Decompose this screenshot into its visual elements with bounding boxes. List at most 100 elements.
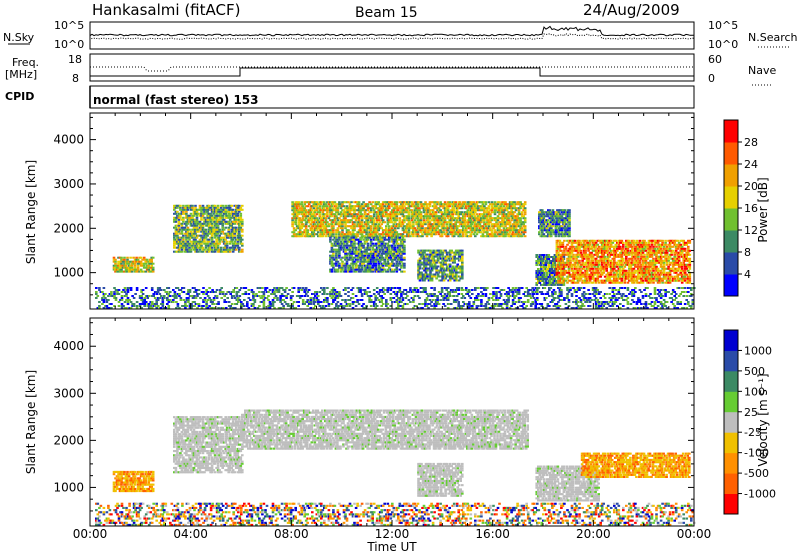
scatter-cell xyxy=(475,217,479,220)
scatter-cell xyxy=(228,248,232,251)
scatter-cell xyxy=(579,307,583,309)
scatter-cell xyxy=(388,215,391,218)
scatter-cell xyxy=(410,217,414,220)
scatter-cell xyxy=(175,307,178,309)
scatter-cell xyxy=(188,216,191,219)
scatter-cell xyxy=(611,305,615,307)
scatter-cell xyxy=(186,234,190,237)
scatter-cell xyxy=(155,291,158,293)
scatter-cell xyxy=(611,287,615,289)
scatter-cell xyxy=(409,301,412,303)
scatter-cell xyxy=(375,229,379,232)
scatter-cell xyxy=(425,305,429,307)
scatter-cell xyxy=(158,307,162,309)
scatter-cell xyxy=(126,303,130,305)
scatter-cell xyxy=(153,291,157,293)
scatter-cell xyxy=(452,219,456,222)
scatter-cell xyxy=(394,211,397,214)
scatter-cell xyxy=(486,213,489,216)
scatter-cell xyxy=(153,305,157,307)
scatter-cell xyxy=(189,248,193,251)
scatter-cell xyxy=(369,209,373,212)
scatter-cell xyxy=(487,221,491,224)
scatter-cell xyxy=(507,287,510,289)
scatter-cell xyxy=(690,293,693,295)
scatter-cell xyxy=(147,262,150,265)
scatter-cell xyxy=(433,213,436,216)
scatter-cell xyxy=(492,293,495,295)
scatter-cell xyxy=(114,266,117,269)
scatter-cell xyxy=(493,303,497,305)
scatter-cell xyxy=(195,228,199,231)
scatter-cell xyxy=(462,227,465,230)
scatter-cell xyxy=(205,305,208,307)
scatter-cell xyxy=(469,205,473,208)
scatter-cell xyxy=(344,266,347,269)
scatter-cell xyxy=(203,236,206,239)
scatter-cell xyxy=(407,207,411,210)
scatter-cell xyxy=(436,223,439,226)
scatter-cell xyxy=(231,232,235,235)
scatter-cell xyxy=(203,218,206,221)
scatter-cell xyxy=(463,211,467,214)
scatter-cell xyxy=(220,287,223,289)
scatter-cell xyxy=(294,233,297,236)
scatter-cell xyxy=(233,236,236,239)
scatter-cell xyxy=(502,303,506,305)
scatter-cell xyxy=(277,289,281,291)
scatter-cell xyxy=(295,235,299,238)
scatter-cell xyxy=(339,305,343,307)
scatter-cell xyxy=(474,229,477,232)
scatter-cell xyxy=(454,213,457,216)
scatter-cell xyxy=(235,226,238,229)
scatter-cell xyxy=(451,217,454,220)
scatter-cell xyxy=(372,256,376,259)
scatter-cell xyxy=(95,287,98,289)
scatter-cell xyxy=(104,293,107,295)
scatter-cell xyxy=(442,213,445,216)
scatter-cell xyxy=(688,287,692,289)
scatter-cell xyxy=(300,233,303,236)
scatter-cell xyxy=(300,289,303,291)
scatter-cell xyxy=(189,244,193,247)
scatter-cell xyxy=(213,204,217,207)
scatter-cell xyxy=(499,207,503,210)
scatter-cell xyxy=(424,215,427,218)
scatter-cell xyxy=(298,203,302,206)
scatter-cell xyxy=(218,236,221,239)
scatter-cell xyxy=(463,303,467,305)
scatter-cell xyxy=(354,233,358,236)
scatter-cell xyxy=(261,301,264,303)
scatter-cell xyxy=(117,268,120,271)
scatter-cell xyxy=(424,305,427,307)
scatter-cell xyxy=(315,297,319,299)
scatter-cell xyxy=(236,212,240,215)
scatter-cell xyxy=(311,217,314,220)
scatter-cell xyxy=(671,299,675,301)
scatter-cell xyxy=(363,235,367,238)
scatter-cell xyxy=(194,206,197,209)
scatter-cell xyxy=(173,250,176,253)
scatter-cell xyxy=(204,232,208,235)
scatter-cell xyxy=(433,303,436,305)
scatter-cell xyxy=(357,229,361,232)
scatter-cell xyxy=(236,214,240,217)
scatter-cell xyxy=(230,232,233,235)
scatter-cell xyxy=(344,227,347,230)
scatter-cell xyxy=(327,209,331,212)
scatter-cell xyxy=(406,201,409,204)
scatter-cell xyxy=(587,299,590,301)
scatter-cell xyxy=(413,207,417,210)
scatter-cell xyxy=(468,291,471,293)
scatter-cell xyxy=(391,231,394,234)
scatter-cell xyxy=(187,299,190,301)
scatter-cell xyxy=(341,231,344,234)
scatter-cell xyxy=(197,222,200,225)
scatter-cell xyxy=(102,307,106,309)
scatter-cell xyxy=(174,218,178,221)
scatter-cell xyxy=(458,221,462,224)
scatter-cell xyxy=(469,305,473,307)
scatter-cell xyxy=(216,218,220,221)
scatter-cell xyxy=(120,295,124,297)
scatter-cell xyxy=(130,266,134,269)
